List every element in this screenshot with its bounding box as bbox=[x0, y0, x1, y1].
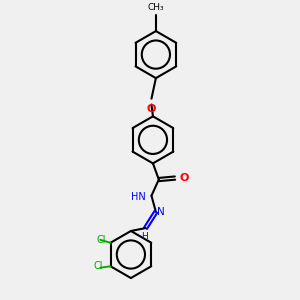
Text: Cl: Cl bbox=[97, 236, 106, 245]
Text: N: N bbox=[157, 207, 165, 217]
Text: HN: HN bbox=[131, 192, 146, 202]
Text: CH₃: CH₃ bbox=[148, 3, 164, 12]
Text: Cl: Cl bbox=[94, 261, 103, 271]
Text: H: H bbox=[141, 232, 148, 241]
Text: O: O bbox=[179, 173, 189, 183]
Text: O: O bbox=[147, 104, 156, 114]
